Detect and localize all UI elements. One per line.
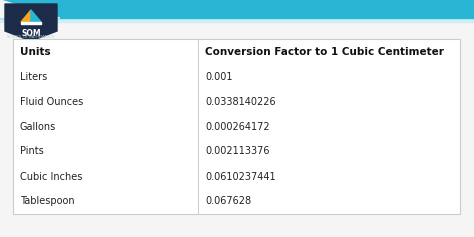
Text: Pints: Pints [20, 146, 44, 156]
Text: 0.0610237441: 0.0610237441 [205, 172, 275, 182]
Text: Units: Units [20, 46, 51, 56]
Polygon shape [0, 0, 30, 9]
Bar [0, 9, 474, 18]
Polygon shape [0, 9, 60, 18]
Text: 0.0338140226: 0.0338140226 [205, 96, 275, 106]
Text: Fluid Ounces: Fluid Ounces [20, 96, 83, 106]
Text: Cubic Inches: Cubic Inches [20, 172, 82, 182]
Text: Liters: Liters [20, 72, 47, 82]
Text: Gallons: Gallons [20, 122, 56, 132]
Bar [13, 39, 460, 214]
Bar [13, 39, 460, 214]
Polygon shape [21, 22, 41, 24]
Text: 0.067628: 0.067628 [205, 196, 251, 206]
Bar [13, 189, 460, 214]
Bar [13, 139, 460, 164]
Polygon shape [31, 10, 41, 22]
Bar [13, 89, 460, 114]
Text: 0.000264172: 0.000264172 [205, 122, 270, 132]
Bar [13, 164, 460, 189]
Bar [13, 64, 460, 89]
Bar [0, 18, 474, 22]
Text: SCHOOL OF MATHEMATICS: SCHOOL OF MATHEMATICS [8, 35, 55, 39]
Text: 0.001: 0.001 [205, 72, 233, 82]
Bar [13, 114, 460, 139]
Polygon shape [21, 10, 31, 22]
Text: Tablespoon: Tablespoon [20, 196, 74, 206]
Text: Conversion Factor to 1 Cubic Centimeter: Conversion Factor to 1 Cubic Centimeter [205, 46, 444, 56]
Bar [0, 0, 474, 9]
Polygon shape [5, 4, 57, 41]
Text: 0.002113376: 0.002113376 [205, 146, 270, 156]
Bar [13, 39, 460, 64]
Text: SOM: SOM [21, 28, 41, 37]
